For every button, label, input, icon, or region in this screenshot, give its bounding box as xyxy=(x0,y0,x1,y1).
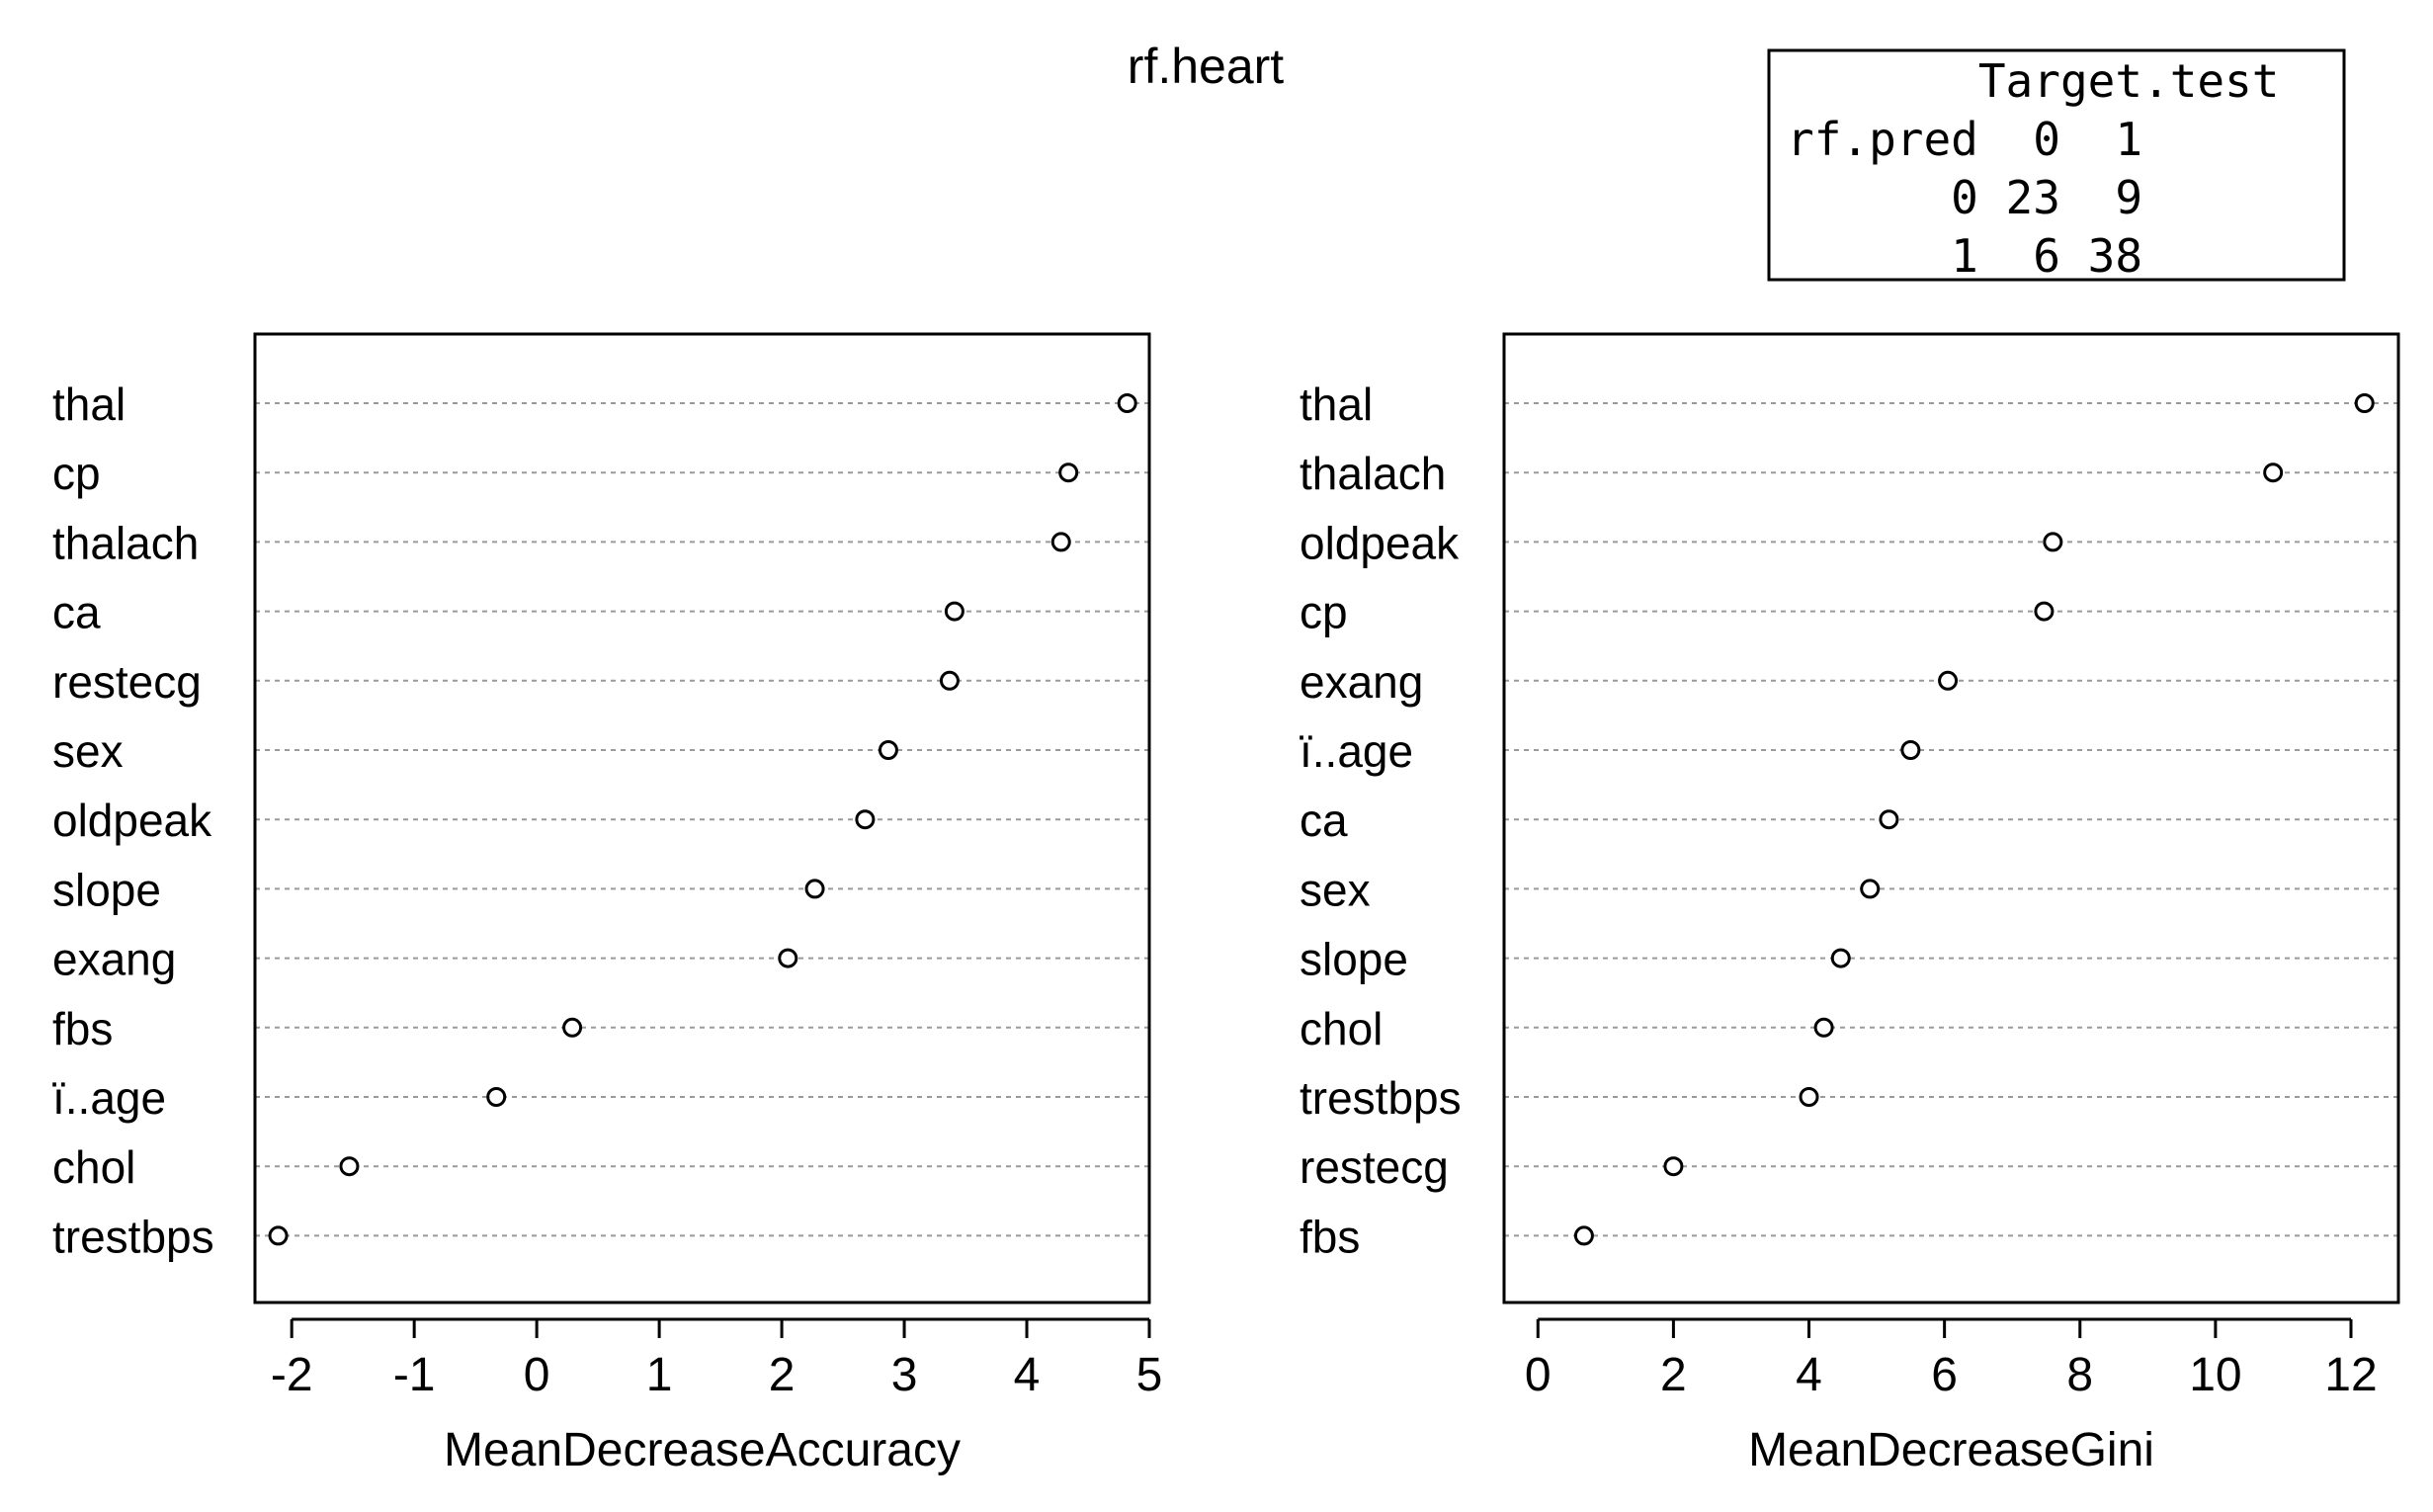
confusion-table-line-4: 1 6 38 xyxy=(1787,229,2142,283)
data-point xyxy=(2043,532,2063,552)
data-point xyxy=(1879,809,1899,830)
data-point xyxy=(1900,740,1921,760)
x-tick-label: 12 xyxy=(2324,1349,2377,1401)
data-point xyxy=(1938,670,1959,691)
data-point xyxy=(1050,532,1071,552)
category-label: oldpeak xyxy=(52,795,212,846)
data-point xyxy=(1573,1225,1594,1246)
category-label: ï..age xyxy=(52,1072,166,1124)
data-point xyxy=(1663,1156,1684,1177)
confusion-table-line-1: Target.test xyxy=(1787,54,2280,108)
x-tick-label: 5 xyxy=(1136,1349,1163,1401)
category-label: exang xyxy=(1300,656,1423,708)
category-label: fbs xyxy=(1300,1211,1360,1262)
x-tick-label: 2 xyxy=(1660,1349,1687,1401)
category-label: ca xyxy=(52,587,101,638)
data-point xyxy=(1830,948,1851,968)
category-label: restecg xyxy=(1300,1141,1449,1193)
category-label: thalach xyxy=(1300,448,1446,499)
data-point xyxy=(268,1225,289,1246)
category-label: sex xyxy=(1300,864,1371,915)
plot-frame xyxy=(1502,332,2400,1304)
category-label: cp xyxy=(52,448,101,499)
data-point xyxy=(944,601,965,622)
data-point xyxy=(1860,879,1881,899)
data-point xyxy=(2263,462,2284,483)
category-label: restecg xyxy=(52,656,202,708)
x-axis-label: MeanDecreaseAccuracy xyxy=(444,1424,961,1476)
plot-frame xyxy=(253,332,1151,1304)
x-tick-label: 2 xyxy=(769,1349,796,1401)
category-label: slope xyxy=(1300,934,1408,985)
data-point xyxy=(339,1156,360,1177)
x-tick-label: 10 xyxy=(2189,1349,2241,1401)
x-tick-label: 3 xyxy=(891,1349,918,1401)
category-label: chol xyxy=(52,1141,135,1193)
category-label: oldpeak xyxy=(1300,517,1460,568)
x-tick-label: -2 xyxy=(271,1349,313,1401)
data-point xyxy=(2034,601,2055,622)
category-label: chol xyxy=(1300,1003,1383,1054)
confusion-table-line-3: 0 23 9 xyxy=(1787,171,2142,224)
category-label: exang xyxy=(52,934,176,985)
x-tick-label: 0 xyxy=(524,1349,550,1401)
data-point xyxy=(1058,462,1079,483)
confusion-table: Target.test rf.pred 0 1 0 23 9 1 6 38 xyxy=(1767,48,2346,283)
data-point xyxy=(562,1017,583,1038)
category-label: cp xyxy=(1300,587,1348,638)
data-point xyxy=(939,670,960,691)
chart-title: rf.heart xyxy=(1128,39,1285,94)
category-label: ï..age xyxy=(1300,725,1413,777)
x-tick-label: 0 xyxy=(1525,1349,1552,1401)
category-label: fbs xyxy=(52,1003,113,1054)
data-point xyxy=(878,740,898,760)
x-tick-label: -1 xyxy=(393,1349,436,1401)
category-label: thal xyxy=(1300,378,1373,430)
data-point xyxy=(2354,393,2375,413)
x-tick-label: 6 xyxy=(1931,1349,1958,1401)
x-tick-label: 4 xyxy=(1014,1349,1041,1401)
data-point xyxy=(1117,393,1137,413)
category-label: sex xyxy=(52,725,124,777)
data-point xyxy=(1799,1087,1819,1107)
x-tick-label: 1 xyxy=(646,1349,673,1401)
category-label: thalach xyxy=(52,517,199,568)
category-label: trestbps xyxy=(52,1211,214,1262)
confusion-table-line-2: rf.pred 0 1 xyxy=(1787,113,2142,166)
data-point xyxy=(855,809,876,830)
category-label: trestbps xyxy=(1300,1072,1462,1124)
data-point xyxy=(486,1087,507,1107)
category-label: ca xyxy=(1300,795,1348,846)
data-point xyxy=(778,948,798,968)
category-label: slope xyxy=(52,864,161,915)
x-tick-label: 4 xyxy=(1796,1349,1822,1401)
data-point xyxy=(1813,1017,1834,1038)
x-tick-label: 8 xyxy=(2066,1349,2093,1401)
gini-panel: thal thalach oldpeak cp exang ï..age ca sex slop… xyxy=(1300,332,2400,1476)
x-axis-label: MeanDecreaseGini xyxy=(1748,1424,2154,1476)
category-label: thal xyxy=(52,378,126,430)
accuracy-panel: thal cp thalach ca restecg sex oldpeak slope exa… xyxy=(52,332,1163,1476)
confusion-table-border xyxy=(1767,48,2346,282)
data-point xyxy=(804,879,825,899)
